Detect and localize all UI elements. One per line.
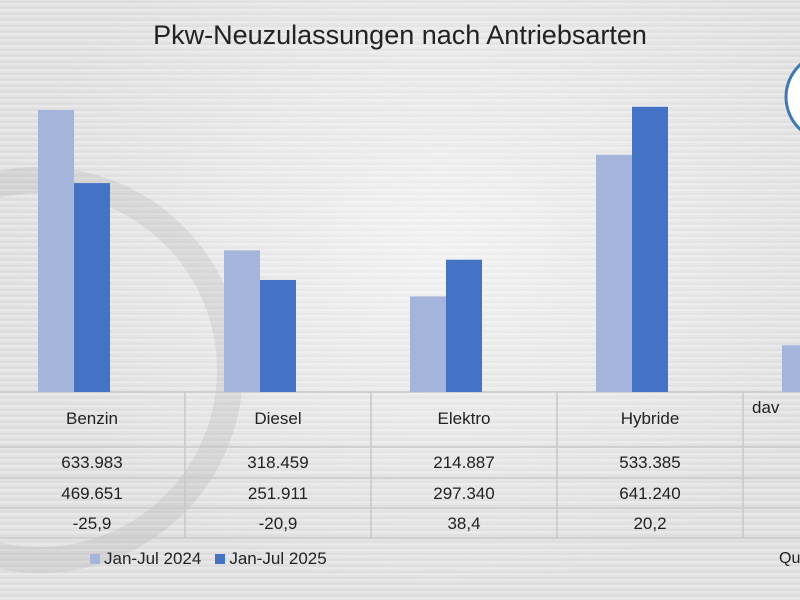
table-cell: 633.983 (61, 453, 123, 472)
table-cell: -25,9 (72, 514, 112, 533)
table-cell: 38,4 (447, 514, 481, 533)
table-cell: 214.887 (433, 453, 495, 472)
bar-diesel-2025 (260, 279, 296, 392)
table-cell: 297.340 (433, 484, 495, 503)
table-cell: -20,9 (258, 514, 298, 533)
bar-elektro-2025 (446, 259, 482, 392)
table-cell: 533.385 (619, 453, 681, 472)
legend-swatch-2024 (90, 554, 100, 564)
source-label: Qu (779, 550, 800, 567)
category-label: Hybride (620, 409, 680, 428)
legend-item-2025: Jan-Jul 2025 (215, 549, 327, 569)
bar-hybride-2024 (596, 154, 632, 392)
chart-title: Pkw-Neuzulassungen nach Antriebsarten (153, 20, 647, 50)
table-cell: 20,2 (633, 514, 667, 533)
table-cell: 641.240 (619, 484, 681, 503)
table-cell: 469.651 (61, 484, 123, 503)
category-label: Benzin (66, 409, 118, 428)
bar-dav-2024 (782, 345, 800, 392)
category-label: Elektro (437, 409, 491, 428)
logo (784, 62, 800, 132)
legend-label-2024: Jan-Jul 2024 (104, 549, 202, 568)
bar-elektro-2024 (410, 296, 446, 392)
legend: Jan-Jul 2024 Jan-Jul 2025 (90, 549, 327, 569)
table-cell: 251.911 (247, 484, 309, 503)
legend-swatch-2025 (215, 554, 226, 564)
legend-item-2024: Jan-Jul 2024 (90, 549, 201, 569)
bar-benzin-2025 (74, 183, 110, 392)
bar-diesel-2024 (224, 250, 260, 392)
bar-hybride-2025 (632, 106, 668, 392)
legend-label-2025: Jan-Jul 2025 (229, 549, 327, 568)
bar-benzin-2024 (38, 110, 74, 392)
table-cell: 318.459 (247, 453, 309, 472)
category-label: dav (752, 398, 780, 417)
category-label: Diesel (254, 409, 302, 428)
